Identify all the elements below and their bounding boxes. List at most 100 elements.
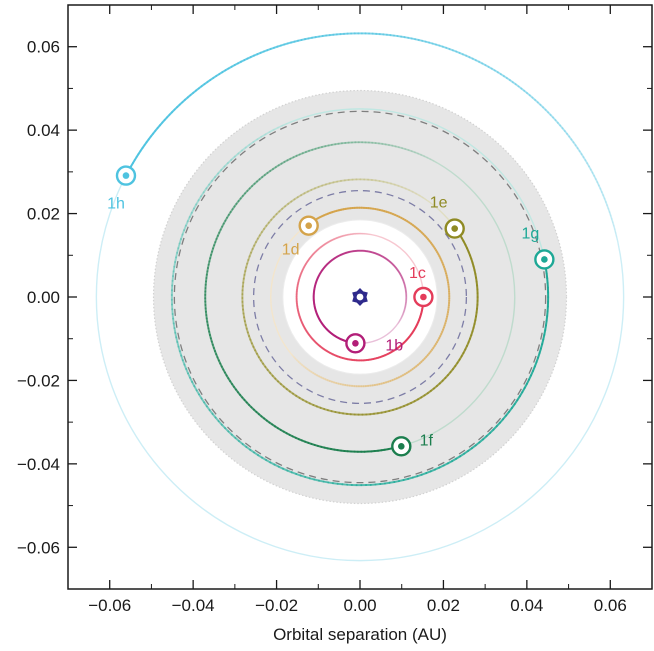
orbit-trail-segment-1h <box>578 150 583 156</box>
orbit-trail-segment-1h <box>511 81 517 86</box>
orbit-trail-segment-1e <box>265 221 270 227</box>
orbit-trail-segment-1f <box>311 147 317 151</box>
orbit-trail-segment-1e <box>313 185 320 190</box>
orbit-trail-segment-1e <box>378 180 385 183</box>
orbit-trail-segment-1h <box>542 106 547 111</box>
orbit-trail-segment-1f <box>289 156 295 160</box>
orbit-trail-segment-1f <box>280 160 286 165</box>
orbit-trail-segment-1h <box>484 64 490 68</box>
orbit-trail-segment-1b <box>397 269 400 274</box>
orbit-trail-segment-1h <box>604 200 609 207</box>
orbit-trail-segment-1g <box>190 207 195 214</box>
orbit-trail-segment-1g <box>203 401 208 408</box>
orbit-trail-segment-1d <box>316 374 321 378</box>
x-tick-label: 0.02 <box>427 596 460 615</box>
orbit-trail-segment-1c <box>304 261 308 265</box>
orbit-trail-segment-1b <box>401 276 404 281</box>
orbit-trail-segment-1g <box>202 187 208 194</box>
orbit-trail-segment-1e <box>253 241 257 247</box>
orbit-trail-segment-1g <box>220 165 226 171</box>
orbit-trail-segment-1g <box>217 168 223 175</box>
orbit-trail-segment-1d <box>306 368 311 372</box>
orbit-trail-segment-1g <box>252 138 259 143</box>
orbit-trail-segment-1h <box>465 54 471 59</box>
orbit-trail-segment-1f <box>330 143 337 146</box>
orbit-trail-segment-1f <box>258 176 264 181</box>
orbit-trail-segment-1c <box>334 236 339 240</box>
orbit-trail-segment-1f <box>256 178 261 183</box>
orbit-trail-segment-1e <box>245 262 249 269</box>
orbit-trail-segment-1g <box>176 341 180 348</box>
orbit-trail-segment-1c <box>300 268 304 273</box>
orbit-trail-segment-1g <box>211 176 217 182</box>
orbit-trail-segment-1g <box>256 135 263 141</box>
orbit-trail-segment-1h <box>568 135 573 141</box>
orbit-trail-segment-1g <box>223 162 229 168</box>
orbit-trail-segment-1e <box>278 207 284 213</box>
orbit-trail-segment-1g <box>187 372 192 379</box>
y-tick-label: 0.02 <box>27 205 60 224</box>
orbit-trail-segment-1d <box>320 376 325 380</box>
orbit-trail-segment-1f <box>304 149 311 154</box>
orbit-trail-segment-1d <box>403 371 408 376</box>
orbit-trail-segment-1g <box>230 155 236 161</box>
orbit-trail-segment-1f <box>246 187 251 192</box>
orbit-trail-segment-1d <box>432 344 436 349</box>
orbit-trail-segment-1d <box>413 365 418 369</box>
orbit-trail-segment-1h <box>608 211 612 217</box>
orbit-trail-segment-1h <box>544 108 550 114</box>
orbit-trail-segment-1f <box>235 200 240 205</box>
orbit-trail-segment-1d <box>304 366 309 371</box>
orbit-trail-segment-1h <box>602 194 606 200</box>
orbit-trail-segment-1f <box>407 149 413 153</box>
orbit-trail-segment-1h <box>607 207 611 214</box>
orbit-trail-segment-1b <box>392 263 396 267</box>
orbit-trail-segment-1e <box>242 277 245 284</box>
orbit-trail-segment-1h <box>556 121 562 127</box>
orbit-trail-segment-1d <box>335 382 340 385</box>
orbit-trail-segment-1c <box>298 275 302 279</box>
x-tick-label: 0.06 <box>594 596 627 615</box>
orbit-trail-segment-1g <box>248 140 255 146</box>
orbit-trail-segment-1d <box>411 366 416 371</box>
orbit-trail-segment-1f <box>334 142 340 146</box>
planet-marker-dot-1e <box>451 225 458 232</box>
orbit-trail-segment-1e <box>332 180 339 184</box>
orbit-trail-segment-1h <box>609 214 613 220</box>
orbit-trail-segment-1g <box>174 331 178 339</box>
orbit-trail-segment-1h <box>611 221 615 227</box>
orbit-trail-segment-1g <box>176 247 180 254</box>
orbit-trail-segment-1h <box>559 124 564 130</box>
orbit-trail-segment-1e <box>340 179 346 182</box>
orbit-trail-segment-1e <box>247 255 251 261</box>
orbit-trail-segment-1e <box>245 327 249 334</box>
orbit-trail-segment-1f <box>226 213 230 219</box>
orbit-trail-segment-1f <box>244 189 249 195</box>
orbit-trail-segment-1h <box>528 94 534 99</box>
orbit-trail-segment-1h <box>547 111 552 116</box>
orbit-trail-segment-1h <box>582 156 587 162</box>
orbit-trail-segment-1f <box>397 146 404 150</box>
orbit-trail-segment-1e <box>317 184 324 188</box>
orbit-trail-segment-1h <box>612 224 616 231</box>
orbit-trail-segment-1f <box>266 169 272 174</box>
orbit-trail-segment-1c <box>315 248 320 252</box>
orbit-trail-segment-1d <box>409 368 414 372</box>
orbit-trail-segment-1d <box>428 350 432 355</box>
orbit-trail-segment-1d <box>436 339 440 344</box>
orbit-trail-segment-1e <box>242 273 246 280</box>
orbit-trail-segment-1f <box>292 154 298 159</box>
orbit-trail-segment-1e <box>303 190 309 195</box>
orbit-trail-segment-1h <box>600 190 605 197</box>
orbit-trail-segment-1g <box>172 265 176 273</box>
orbit-trail-segment-1h <box>593 174 597 181</box>
orbit-trail-segment-1b <box>385 258 390 262</box>
orbit-trail-segment-1f <box>274 164 280 169</box>
orbit-trail-segment-1d <box>299 362 304 366</box>
orbit-trail-segment-1f <box>253 180 259 185</box>
orbit-trail-segment-1h <box>493 69 499 74</box>
orbit-trail-segment-1d <box>333 381 338 385</box>
orbit-trail-segment-1e <box>243 270 247 276</box>
orbit-trail-segment-1g <box>188 211 193 219</box>
orbit-trail-segment-1c <box>322 243 326 247</box>
